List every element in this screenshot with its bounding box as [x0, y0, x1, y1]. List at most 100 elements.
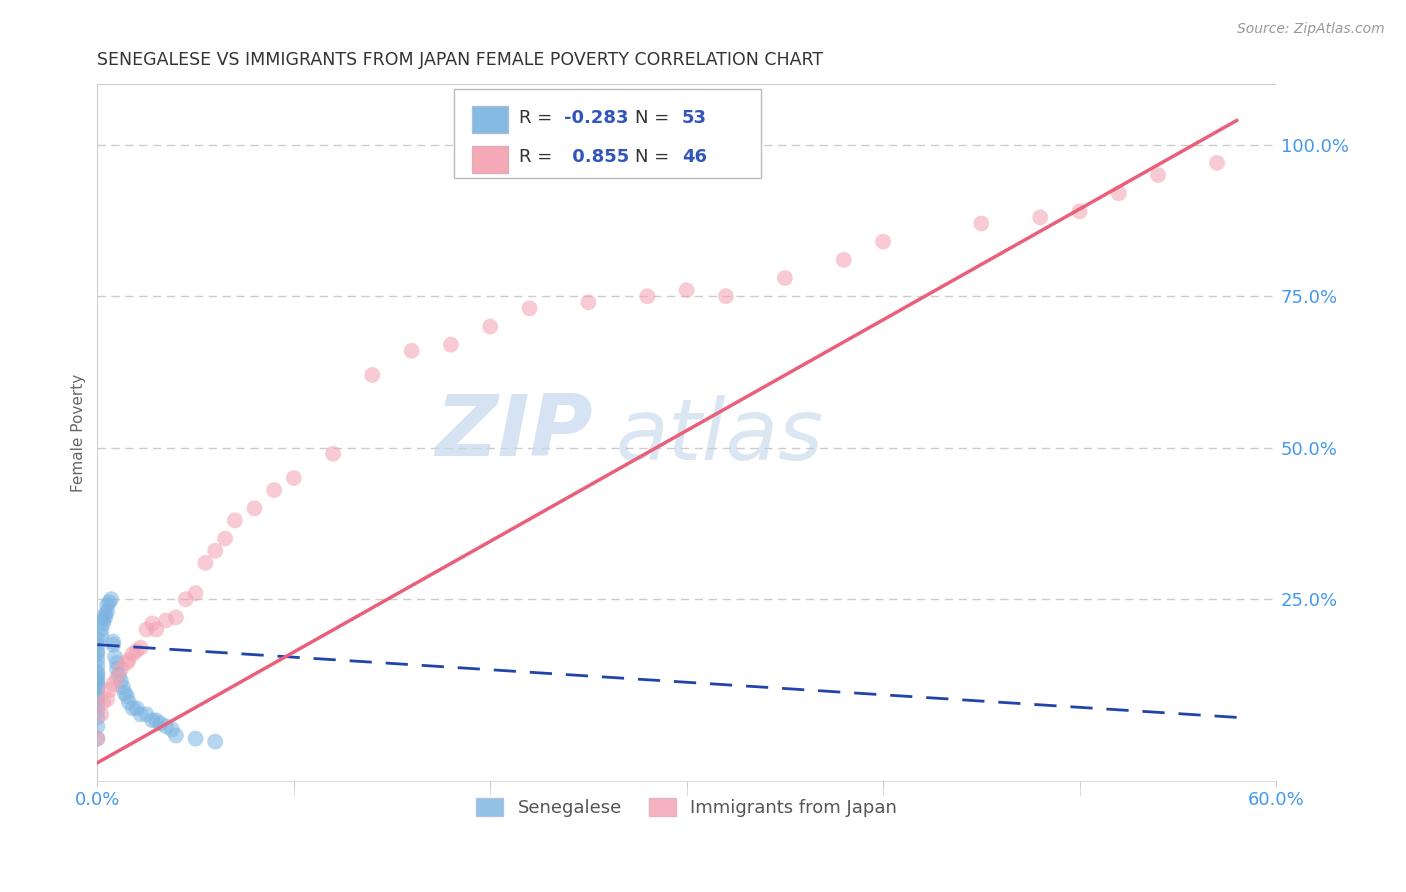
Point	[86, 698, 108, 713]
Point	[578, 295, 600, 310]
Text: -0.283: -0.283	[564, 109, 628, 127]
Point	[165, 729, 187, 743]
Point	[194, 556, 217, 570]
Point	[110, 673, 132, 688]
Point	[1069, 204, 1091, 219]
Point	[98, 595, 121, 609]
Point	[86, 719, 108, 733]
Point	[115, 656, 138, 670]
Point	[114, 686, 136, 700]
Point	[1206, 156, 1229, 170]
Point	[100, 592, 122, 607]
Point	[243, 501, 266, 516]
Point	[121, 647, 143, 661]
Point	[118, 695, 141, 709]
Point	[204, 734, 226, 748]
Point	[224, 513, 246, 527]
Point	[86, 643, 108, 657]
Point	[141, 714, 163, 728]
Point	[125, 643, 148, 657]
Point	[90, 707, 112, 722]
Point	[155, 719, 177, 733]
Text: ZIP: ZIP	[434, 391, 592, 474]
Text: 46: 46	[682, 148, 707, 166]
Point	[145, 714, 167, 728]
Point	[86, 671, 108, 685]
Point	[94, 610, 117, 624]
Point	[86, 731, 108, 746]
Point	[91, 614, 114, 628]
Point	[773, 271, 796, 285]
Point	[108, 668, 131, 682]
Point	[105, 662, 128, 676]
Point	[86, 658, 108, 673]
Text: SENEGALESE VS IMMIGRANTS FROM JAPAN FEMALE POVERTY CORRELATION CHART: SENEGALESE VS IMMIGRANTS FROM JAPAN FEMA…	[97, 51, 824, 69]
Point	[86, 704, 108, 718]
Y-axis label: Female Poverty: Female Poverty	[72, 374, 86, 491]
Point	[970, 217, 993, 231]
Point	[111, 680, 134, 694]
Point	[86, 668, 108, 682]
Point	[101, 677, 124, 691]
Point	[401, 343, 423, 358]
Text: Source: ZipAtlas.com: Source: ZipAtlas.com	[1237, 22, 1385, 37]
Point	[86, 692, 108, 706]
Point	[129, 640, 152, 655]
Point	[104, 649, 127, 664]
Point	[110, 662, 132, 676]
Point	[174, 592, 197, 607]
Point	[636, 289, 658, 303]
Point	[361, 368, 384, 382]
Text: atlas: atlas	[616, 394, 824, 477]
Point	[86, 710, 108, 724]
Text: 53: 53	[682, 109, 707, 127]
Point	[283, 471, 305, 485]
Point	[105, 671, 128, 685]
Point	[86, 665, 108, 679]
Point	[96, 692, 118, 706]
Point	[184, 731, 207, 746]
Point	[184, 586, 207, 600]
Point	[86, 673, 108, 688]
Point	[214, 532, 236, 546]
Point	[98, 683, 121, 698]
Point	[86, 683, 108, 698]
Point	[832, 252, 855, 267]
Point	[115, 689, 138, 703]
Point	[86, 647, 108, 661]
FancyBboxPatch shape	[454, 89, 761, 178]
Point	[714, 289, 737, 303]
Point	[91, 616, 114, 631]
Point	[101, 638, 124, 652]
Point	[86, 653, 108, 667]
Point	[105, 656, 128, 670]
Point	[129, 707, 152, 722]
Point	[1147, 168, 1170, 182]
Text: R =: R =	[519, 109, 558, 127]
Point	[519, 301, 541, 316]
Point	[1029, 211, 1052, 225]
Point	[135, 623, 157, 637]
Point	[440, 337, 463, 351]
Point	[125, 701, 148, 715]
Point	[141, 616, 163, 631]
Point	[263, 483, 285, 497]
Point	[86, 677, 108, 691]
Point	[872, 235, 894, 249]
Point	[96, 599, 118, 613]
Point	[1108, 186, 1130, 201]
Point	[90, 623, 112, 637]
Point	[204, 543, 226, 558]
Point	[86, 632, 108, 646]
Point	[86, 638, 108, 652]
Point	[322, 447, 344, 461]
Point	[160, 723, 183, 737]
Text: 0.855: 0.855	[567, 148, 630, 166]
Point	[91, 695, 114, 709]
Point	[145, 623, 167, 637]
Text: R =: R =	[519, 148, 558, 166]
Point	[96, 604, 118, 618]
Point	[86, 689, 108, 703]
Point	[86, 731, 108, 746]
Point	[121, 701, 143, 715]
